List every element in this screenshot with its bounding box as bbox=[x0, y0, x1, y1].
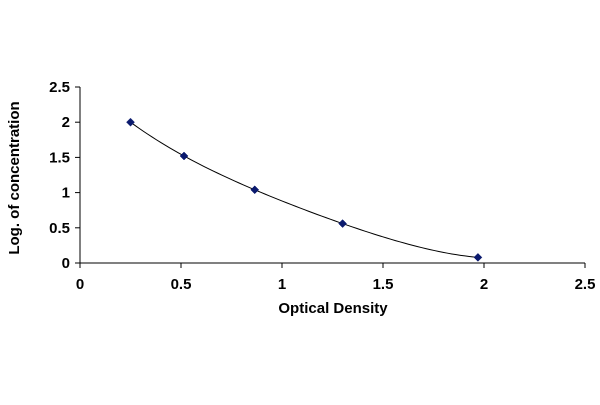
y-tick-label: 2.5 bbox=[49, 79, 70, 96]
x-tick-label: 2 bbox=[480, 276, 488, 293]
y-tick-label: 0 bbox=[62, 255, 70, 272]
data-point bbox=[126, 117, 135, 127]
x-tick-label: 0.5 bbox=[171, 276, 192, 293]
y-tick-label: 2 bbox=[62, 114, 70, 131]
x-axis-title: Optical Density bbox=[278, 300, 388, 317]
x-tick-label: 1 bbox=[278, 276, 286, 293]
data-point bbox=[179, 151, 189, 161]
x-tick-label: 0 bbox=[76, 276, 84, 293]
y-tick-label: 1 bbox=[62, 185, 70, 202]
y-axis-title: Log. of concentration bbox=[6, 101, 23, 254]
data-points bbox=[126, 117, 483, 262]
data-point bbox=[338, 219, 347, 228]
ticks: 0 0.5 1 1.5 2 2.5 0 0.5 1 1.5 2 2.5 bbox=[49, 79, 595, 293]
y-tick-label: 1.5 bbox=[49, 149, 70, 166]
data-point bbox=[473, 253, 483, 262]
axes bbox=[79, 87, 585, 264]
fit-curve bbox=[130, 121, 478, 258]
x-tick-label: 2.5 bbox=[575, 276, 596, 293]
fit-curve-group bbox=[130, 121, 478, 258]
data-point bbox=[250, 185, 260, 195]
x-tick-label: 1.5 bbox=[373, 276, 394, 293]
y-tick-label: 0.5 bbox=[49, 220, 70, 237]
